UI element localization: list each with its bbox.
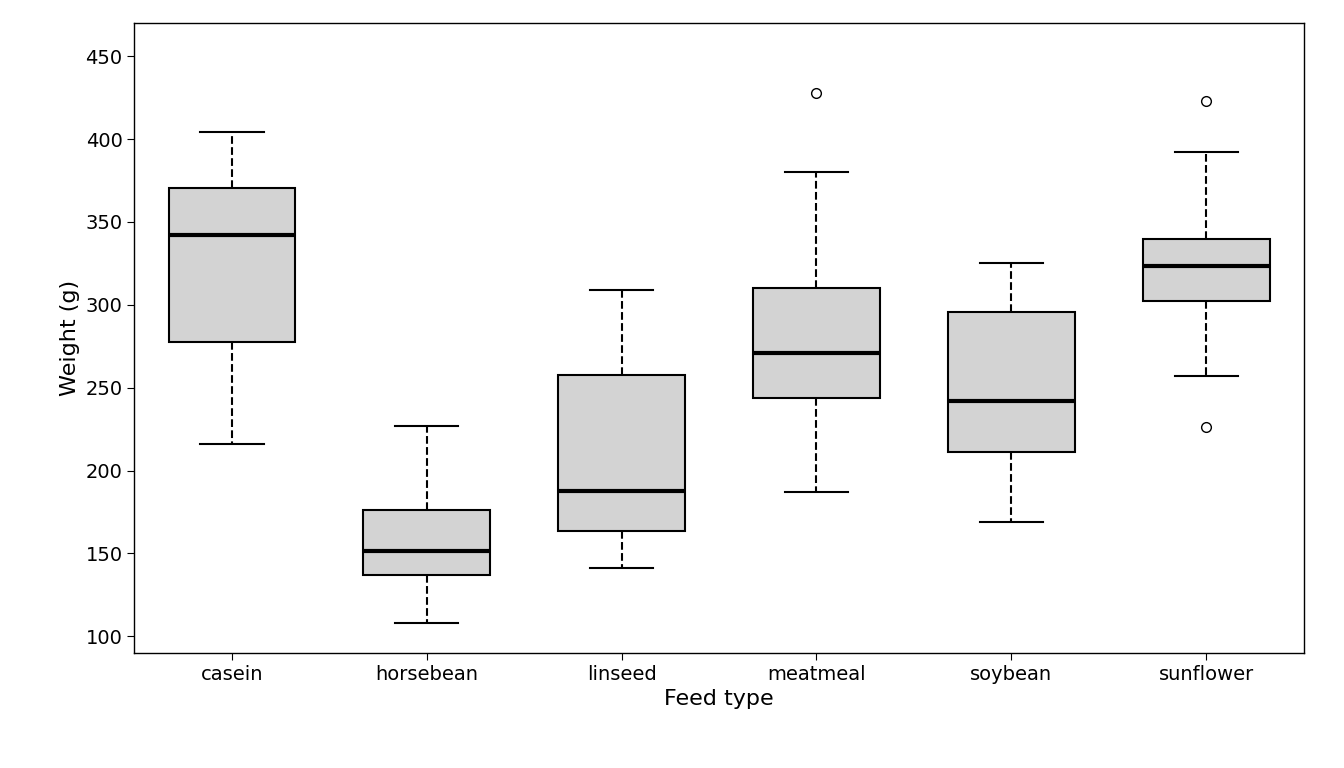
PathPatch shape (1142, 239, 1270, 301)
PathPatch shape (948, 313, 1075, 452)
PathPatch shape (753, 288, 880, 399)
X-axis label: Feed type: Feed type (664, 689, 774, 709)
PathPatch shape (558, 375, 685, 531)
PathPatch shape (168, 187, 296, 343)
Y-axis label: Weight (g): Weight (g) (60, 280, 79, 396)
PathPatch shape (363, 510, 491, 575)
